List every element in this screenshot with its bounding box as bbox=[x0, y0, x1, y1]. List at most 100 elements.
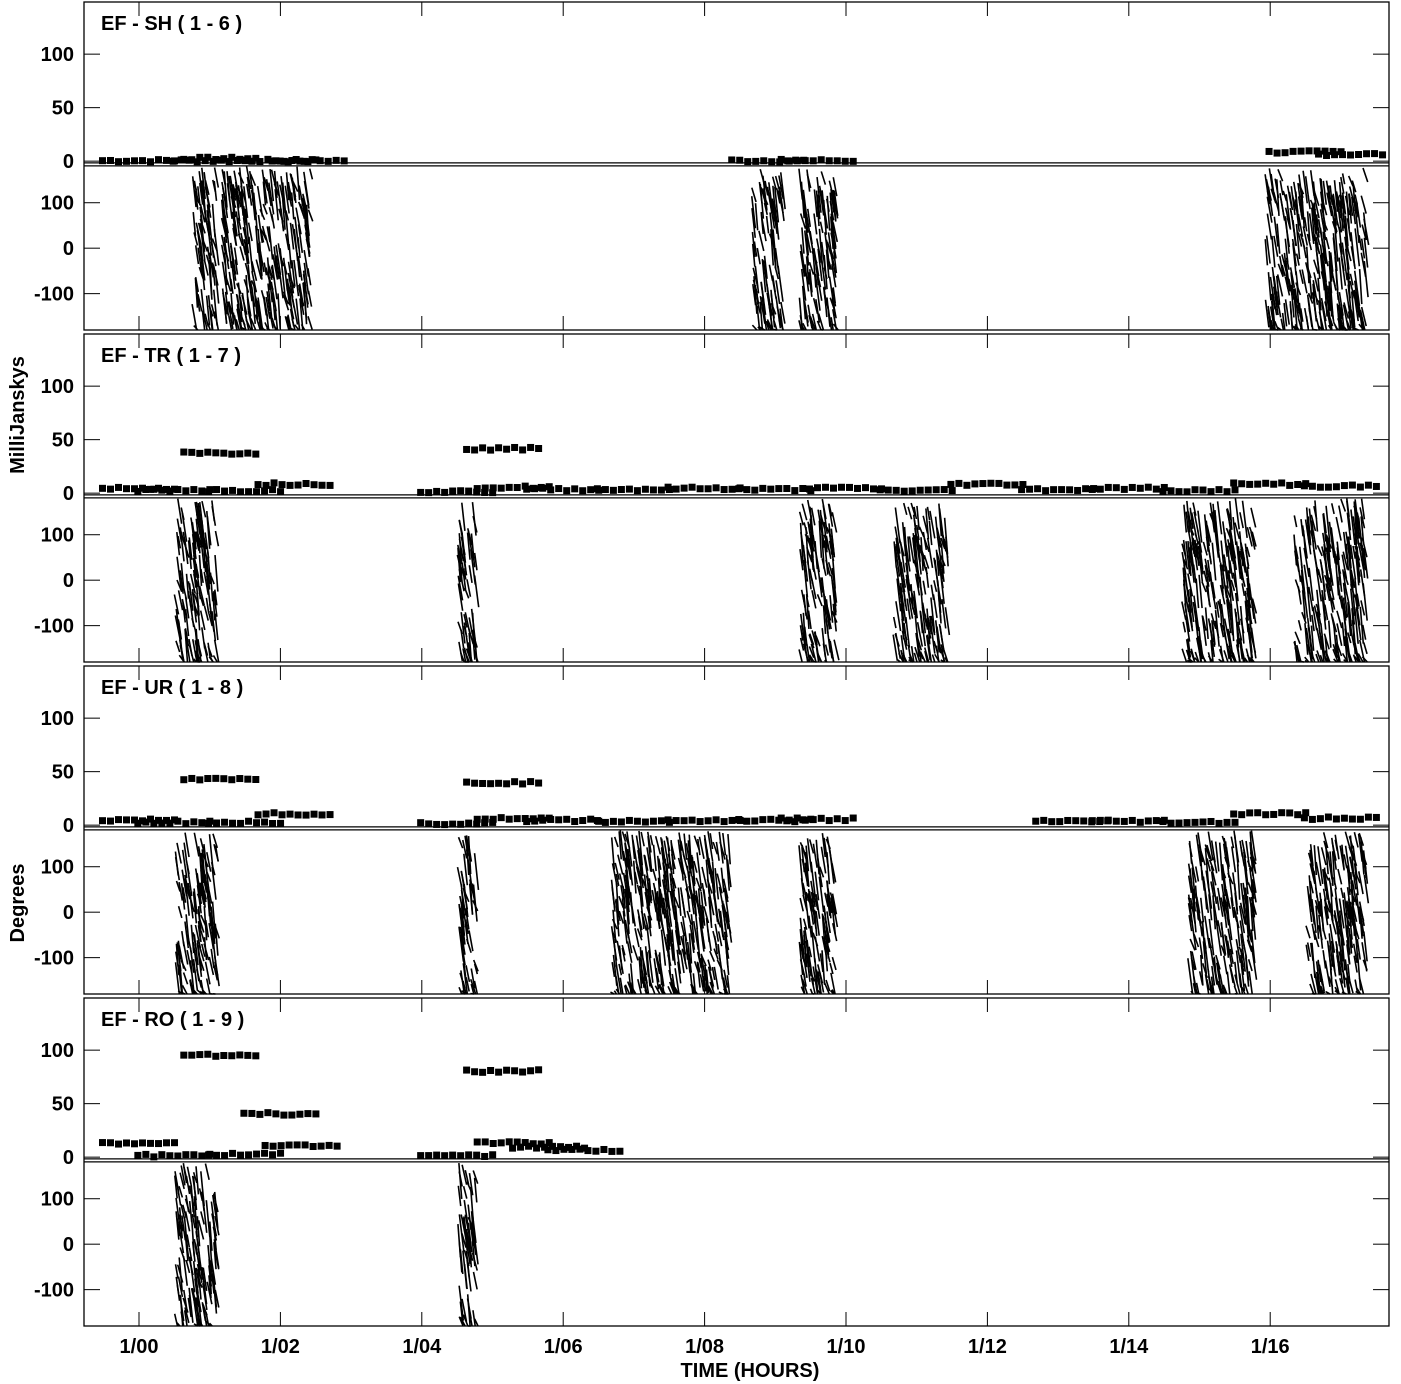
phase-point bbox=[457, 621, 464, 635]
phase-point bbox=[470, 983, 475, 995]
phase-point bbox=[191, 303, 198, 331]
phase-point bbox=[462, 648, 467, 663]
phase-point bbox=[1226, 940, 1233, 967]
phase-point bbox=[1325, 180, 1331, 199]
phase-point bbox=[1205, 520, 1211, 547]
phase-point bbox=[930, 584, 935, 601]
phase-point bbox=[194, 924, 202, 949]
phase-point bbox=[640, 831, 645, 847]
phase-point bbox=[815, 894, 821, 919]
phase-point bbox=[1247, 623, 1253, 653]
phase-point bbox=[271, 322, 278, 331]
phase-point bbox=[1361, 624, 1367, 640]
amp-point bbox=[1074, 486, 1082, 494]
phase-point bbox=[1359, 507, 1366, 529]
phase-point bbox=[652, 882, 659, 905]
phase-point bbox=[236, 283, 242, 295]
phase-point bbox=[1313, 196, 1320, 219]
amp-point bbox=[1183, 488, 1191, 496]
phase-point bbox=[1308, 213, 1315, 245]
phase-point bbox=[1210, 881, 1215, 897]
phase-point bbox=[196, 1216, 201, 1247]
phase-point bbox=[200, 1211, 205, 1225]
amp-point bbox=[720, 486, 728, 494]
amp-point bbox=[123, 1139, 130, 1147]
phase-point bbox=[696, 951, 703, 969]
amp-point bbox=[1308, 482, 1316, 490]
amp-point bbox=[481, 819, 489, 827]
phase-point bbox=[1294, 647, 1300, 663]
amp-point bbox=[425, 820, 433, 828]
amp-point bbox=[237, 1151, 245, 1159]
phase-point bbox=[1329, 883, 1334, 919]
phase-point bbox=[205, 1200, 211, 1238]
phase-point bbox=[221, 261, 229, 295]
phase-point bbox=[772, 243, 777, 267]
phase-point bbox=[181, 1215, 187, 1241]
amp-point bbox=[783, 485, 791, 493]
phase-point bbox=[201, 310, 206, 331]
amp-point bbox=[481, 488, 489, 496]
phase-point bbox=[267, 283, 273, 319]
amp-point bbox=[278, 481, 286, 489]
phase-point bbox=[809, 633, 815, 646]
amp-point bbox=[584, 1147, 592, 1155]
phase-point bbox=[815, 969, 822, 995]
phase-point bbox=[205, 597, 210, 614]
phase-point bbox=[214, 613, 219, 641]
phase-point bbox=[816, 320, 822, 331]
phase-point bbox=[182, 1297, 189, 1313]
phase-point bbox=[183, 1216, 189, 1250]
phase-point bbox=[922, 580, 927, 595]
phase-point bbox=[718, 831, 724, 864]
phase-point bbox=[262, 203, 268, 215]
phase-point bbox=[780, 301, 786, 324]
amp-point bbox=[545, 1139, 553, 1147]
phase-point bbox=[1353, 327, 1359, 331]
phase-point bbox=[194, 654, 200, 663]
phase-point bbox=[203, 646, 209, 663]
phase-point bbox=[184, 1307, 190, 1324]
phase-point bbox=[800, 974, 806, 995]
phase-point bbox=[626, 941, 633, 963]
phase-point bbox=[825, 559, 832, 577]
phase-point bbox=[193, 949, 200, 982]
phase-point bbox=[1293, 297, 1298, 330]
phase-point bbox=[1327, 285, 1332, 312]
phase-point bbox=[1359, 569, 1366, 596]
phase-point bbox=[799, 897, 804, 912]
phase-point bbox=[800, 323, 806, 331]
amp-point bbox=[264, 155, 272, 163]
amp-point bbox=[182, 1151, 190, 1159]
amp-point bbox=[220, 449, 228, 457]
phase-point bbox=[1349, 888, 1356, 903]
phase-point bbox=[808, 839, 815, 854]
amp-point bbox=[511, 1067, 519, 1075]
phase-point bbox=[1356, 593, 1361, 607]
phase-point bbox=[1205, 536, 1212, 563]
phase-point bbox=[1291, 238, 1297, 256]
phase-point bbox=[463, 587, 470, 599]
phase-point bbox=[174, 615, 181, 640]
amp-point bbox=[1372, 813, 1380, 821]
phase-point bbox=[462, 887, 469, 910]
phase-point bbox=[298, 283, 305, 307]
phase-point bbox=[832, 222, 839, 243]
phase-point bbox=[1227, 570, 1235, 601]
phase-point bbox=[1195, 982, 1200, 995]
phase-point bbox=[1249, 856, 1257, 872]
phase-point bbox=[637, 979, 642, 995]
amp-point bbox=[525, 1142, 533, 1150]
phase-point bbox=[462, 1314, 469, 1327]
amp-point bbox=[601, 486, 609, 494]
phase-point bbox=[1191, 895, 1197, 933]
phase-point bbox=[831, 567, 838, 603]
phase-point bbox=[1222, 521, 1228, 551]
amp-point bbox=[884, 486, 892, 494]
amp-point bbox=[441, 821, 449, 829]
phase-point bbox=[465, 1250, 471, 1279]
phase-point bbox=[193, 888, 198, 915]
amp-point bbox=[1297, 147, 1305, 155]
amp-point bbox=[672, 485, 680, 493]
phase-point bbox=[802, 545, 809, 582]
